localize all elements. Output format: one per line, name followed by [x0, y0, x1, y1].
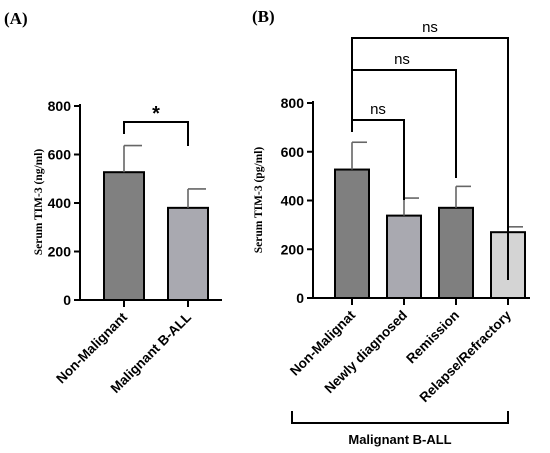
group-label: Malignant B-ALL	[348, 432, 451, 447]
bar	[334, 168, 370, 299]
panel-b-y-axis-title: Serum TIM-3 (pg/ml)	[253, 147, 265, 254]
panel-a-label: (A)	[4, 9, 28, 28]
significance-bracket	[351, 69, 457, 178]
panel-b: (B) Serum TIM-3 (pg/ml) 0 200 400 600 800 ns…	[252, 7, 530, 447]
bar	[386, 214, 422, 299]
significance-bracket	[351, 37, 509, 280]
significance-bracket	[351, 119, 405, 200]
bar	[167, 206, 209, 302]
panel-b-label: (B)	[252, 7, 275, 26]
group-bracket	[291, 411, 509, 424]
axes	[312, 101, 530, 299]
y-tick-label: 0	[63, 292, 71, 308]
bar	[103, 171, 145, 301]
y-tick-label: 200	[48, 244, 72, 260]
significance-label: ns	[370, 101, 386, 118]
significance-label: ns	[394, 51, 410, 68]
y-tick-label: 600	[48, 147, 72, 163]
significance-bracket	[123, 121, 189, 146]
y-tick-label: 0	[296, 290, 304, 306]
category-label: Relapse/Refractory	[416, 307, 514, 405]
y-tick-label: 400	[48, 195, 72, 211]
panel-a-y-axis-title: Serum TIM-3 (ng/ml)	[33, 149, 45, 256]
significance-label: ns	[422, 19, 438, 36]
y-tick-label: 200	[281, 241, 305, 257]
significance-label: *	[152, 103, 160, 125]
y-tick-label: 600	[281, 144, 305, 160]
y-tick-label: 800	[48, 98, 72, 114]
y-tick-label: 400	[281, 193, 305, 209]
y-tick-label: 800	[281, 95, 305, 111]
bar	[438, 206, 474, 299]
axes	[79, 104, 222, 301]
